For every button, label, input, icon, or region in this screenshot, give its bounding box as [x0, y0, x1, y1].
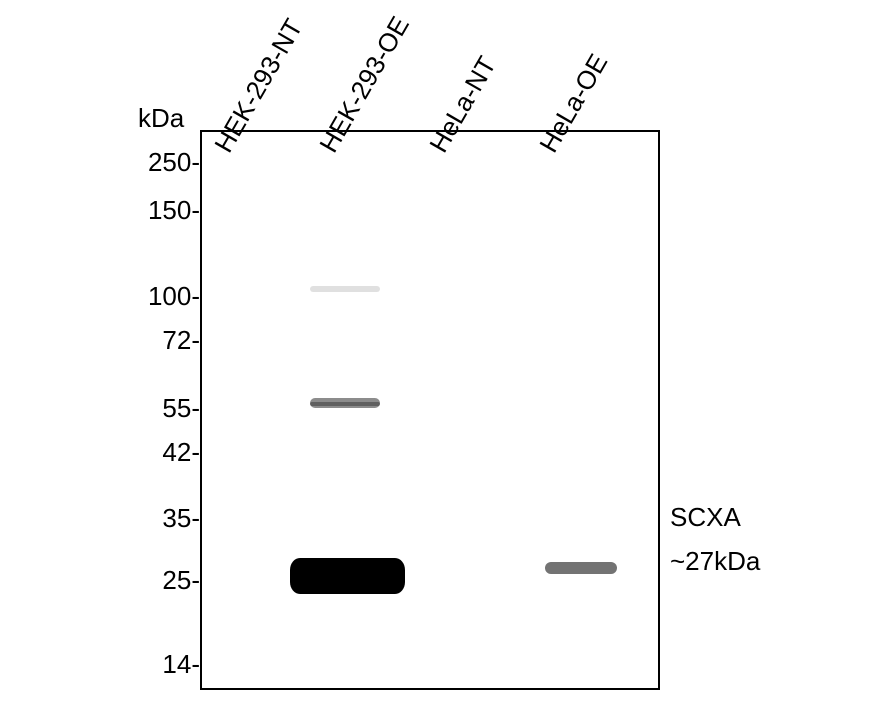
- kda-title: kDa: [138, 103, 184, 134]
- marker-label: 42-: [128, 437, 200, 468]
- marker-label: 150-: [128, 195, 200, 226]
- western-blot-figure: kDa HEK-293-NT HEK-293-OE HeLa-NT HeLa-O…: [0, 0, 888, 710]
- marker-label: 250-: [128, 147, 200, 178]
- blot-band: [310, 286, 380, 292]
- marker-label: 25-: [128, 565, 200, 596]
- blot-band: [545, 562, 617, 574]
- blot-band: [290, 558, 405, 594]
- marker-label: 100-: [128, 281, 200, 312]
- marker-label: 55-: [128, 393, 200, 424]
- marker-label: 14-: [128, 649, 200, 680]
- blot-frame: [200, 130, 660, 690]
- marker-label: 72-: [128, 325, 200, 356]
- right-annotation: ~27kDa: [670, 546, 760, 577]
- blot-band: [310, 402, 380, 406]
- right-annotation: SCXA: [670, 502, 741, 533]
- marker-label: 35-: [128, 503, 200, 534]
